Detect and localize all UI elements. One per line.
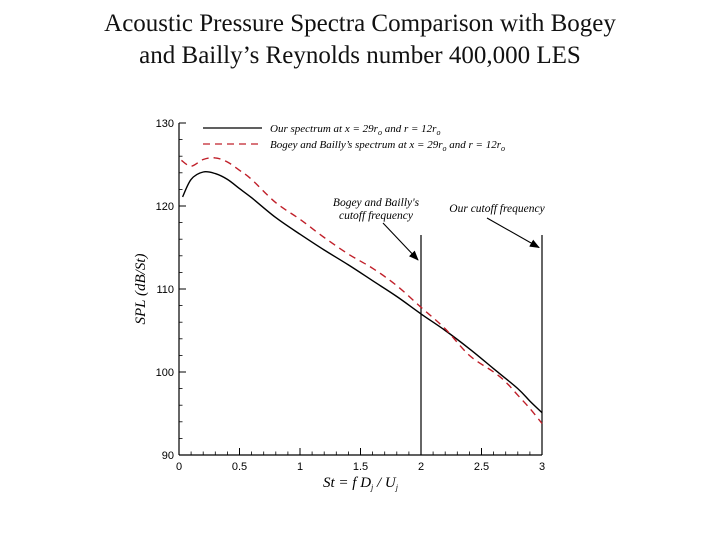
slide-title-line-2: and Bailly’s Reynolds number 400,000 LES [139, 42, 581, 69]
slide-title: Acoustic Pressure Spectra Comparison wit… [0, 8, 720, 72]
legend-label: Bogey and Bailly’s spectrum at x = 29ro … [270, 139, 505, 153]
slide-title-line-1: Acoustic Pressure Spectra Comparison wit… [104, 10, 616, 37]
annotation-arrow [486, 217, 540, 248]
y-axis-label: SPL (dB/St) [133, 254, 149, 325]
y-tick-label: 90 [162, 450, 174, 462]
annotation-our-cutoff: Our cutoff frequency [449, 203, 545, 215]
y-tick-label: 100 [156, 367, 174, 379]
series-bogey-bailly-line [181, 157, 543, 424]
x-tick-label: 0.5 [232, 461, 247, 473]
x-tick-label: 3 [539, 461, 545, 473]
x-tick-label: 2 [418, 461, 424, 473]
x-tick-label: 2.5 [474, 461, 489, 473]
x-tick-label: 1 [297, 461, 303, 473]
annotation-arrow [382, 222, 419, 261]
series-our-spectrum-line [181, 170, 543, 414]
x-tick-label: 0 [176, 461, 182, 473]
y-tick-label: 120 [156, 201, 174, 213]
annotation-bogey-bailly-cutoff: Bogey and Bailly's cutoff frequency [333, 197, 420, 222]
y-tick-label: 110 [156, 284, 174, 296]
x-axis-label: St = f Dj / Uj [323, 475, 399, 492]
x-tick-label: 1.5 [353, 461, 368, 473]
y-tick-label: 130 [156, 118, 174, 130]
legend-label: Our spectrum at x = 29ro and r = 12ro [270, 123, 440, 137]
